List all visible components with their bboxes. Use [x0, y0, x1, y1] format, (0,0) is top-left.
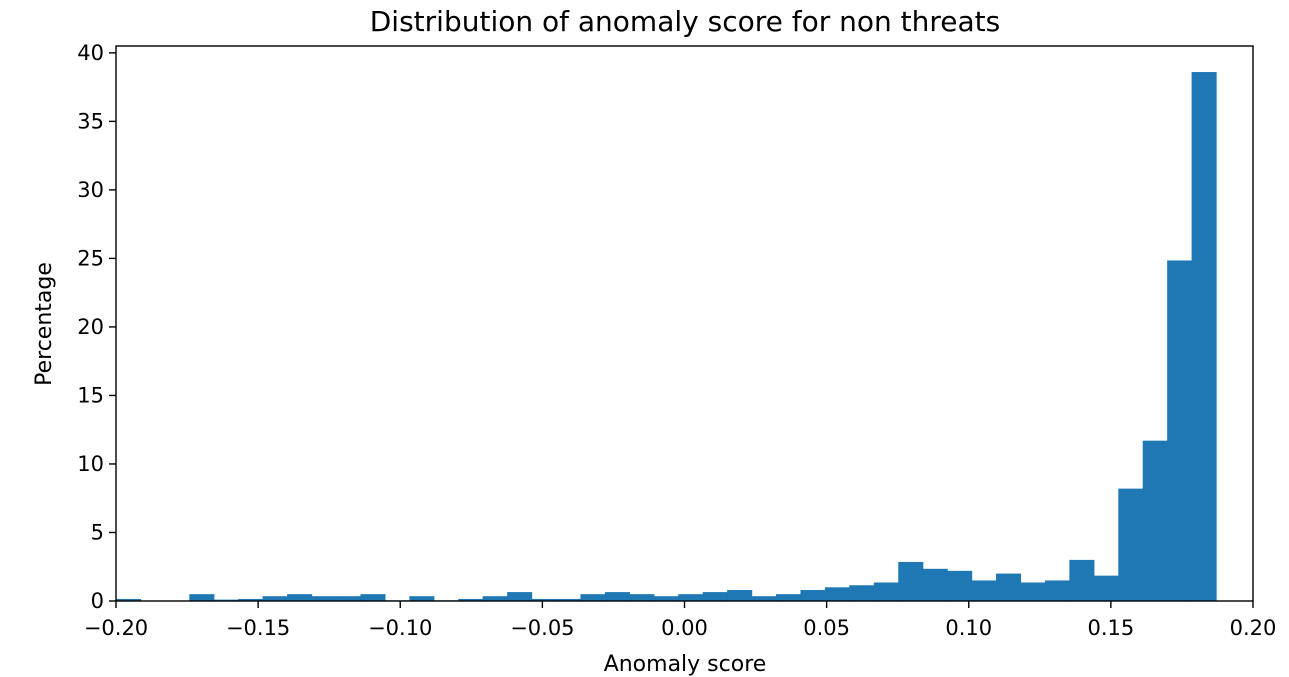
- histogram-bar: [996, 573, 1022, 601]
- histogram-bar: [336, 596, 362, 601]
- x-tick-label: 0.05: [803, 616, 850, 640]
- histogram-bar: [1167, 260, 1193, 601]
- histogram-bar: [1093, 575, 1119, 601]
- histogram-bar: [702, 592, 728, 601]
- histogram-bar: [873, 582, 899, 601]
- histogram-bar: [971, 580, 997, 601]
- bars-group: [116, 72, 1217, 602]
- histogram-bar: [800, 590, 826, 601]
- x-tick-label: 0.10: [945, 616, 992, 640]
- histogram-bar: [1191, 72, 1217, 602]
- histogram-bar: [556, 598, 582, 601]
- histogram-bar: [189, 594, 215, 601]
- histogram-bar: [238, 598, 264, 601]
- histogram-bar: [409, 596, 435, 601]
- x-tick-label: 0.20: [1230, 616, 1277, 640]
- y-tick-label: 0: [91, 589, 104, 613]
- histogram-bar: [262, 596, 288, 601]
- histogram-bar: [653, 596, 679, 601]
- histogram-bar: [898, 561, 924, 601]
- histogram-bar: [1142, 440, 1168, 601]
- histogram-bar: [311, 596, 337, 601]
- chart-title: Distribution of anomaly score for non th…: [370, 5, 1001, 38]
- histogram-bar: [849, 585, 875, 601]
- x-axis-label: Anomaly score: [604, 652, 767, 677]
- x-axis-ticks: −0.20 −0.15 −0.10 −0.05 0.00 0.05 0.10 0.15 0.20: [84, 601, 1277, 640]
- histogram-bar: [287, 594, 313, 601]
- histogram-bar: [727, 590, 753, 601]
- x-tick-label: −0.20: [84, 616, 148, 640]
- y-tick-label: 20: [77, 315, 104, 339]
- x-tick-label: 0.15: [1087, 616, 1134, 640]
- y-tick-label: 40: [77, 41, 104, 65]
- plot-frame: [115, 45, 1254, 602]
- histogram-bar: [580, 594, 606, 601]
- y-tick-label: 10: [77, 452, 104, 476]
- x-tick-label: −0.10: [368, 616, 432, 640]
- histogram-bar: [1020, 582, 1046, 601]
- histogram-bar: [776, 594, 802, 601]
- y-tick-label: 30: [77, 178, 104, 202]
- histogram-bar: [116, 598, 142, 601]
- x-tick-label: −0.05: [510, 616, 574, 640]
- histogram-bar: [1069, 559, 1095, 601]
- histogram-bar: [360, 594, 386, 601]
- histogram-bar: [751, 596, 777, 601]
- histogram-bar: [458, 598, 484, 601]
- histogram-bar: [922, 568, 948, 601]
- histogram-bar: [629, 594, 655, 601]
- y-tick-label: 35: [77, 109, 104, 133]
- x-tick-label: 0.00: [661, 616, 708, 640]
- histogram-bar: [507, 592, 533, 601]
- histogram-bar: [678, 594, 704, 601]
- y-axis-ticks: 0 5 10 15 20 25 30 35 40: [77, 41, 116, 613]
- histogram-bar: [947, 570, 973, 601]
- histogram-bar: [531, 598, 557, 601]
- histogram-bar: [604, 592, 630, 601]
- y-tick-label: 5: [91, 520, 104, 544]
- histogram-bar: [824, 587, 850, 601]
- x-tick-label: −0.15: [226, 616, 290, 640]
- histogram-bar: [1118, 488, 1144, 601]
- y-axis-label: Percentage: [32, 262, 57, 386]
- histogram-bar: [1044, 580, 1070, 601]
- histogram-bar: [482, 596, 508, 601]
- y-tick-label: 15: [77, 383, 104, 407]
- y-tick-label: 25: [77, 246, 104, 270]
